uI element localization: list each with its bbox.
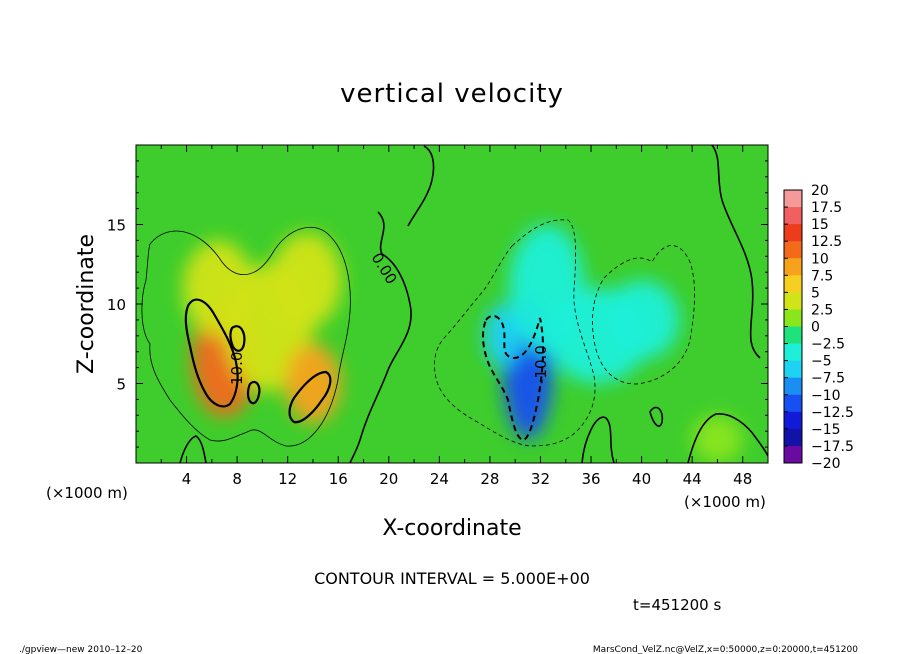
colorbar-cell bbox=[784, 360, 802, 379]
x-tick-label: 24 bbox=[430, 470, 449, 488]
colorbar-cell bbox=[784, 309, 802, 327]
colorbar-label: 0 bbox=[811, 320, 820, 336]
colorbar-cell bbox=[784, 445, 802, 464]
x-tick-label: 44 bbox=[683, 470, 702, 488]
colorbar-label: −2.5 bbox=[811, 337, 845, 353]
x-tick-label: 20 bbox=[379, 470, 398, 488]
colorbar-cell bbox=[784, 326, 802, 345]
colorbar-cell bbox=[784, 258, 802, 276]
colorbar-cell bbox=[784, 224, 802, 242]
positive-10-contour-tiny bbox=[246, 380, 261, 405]
plot-area bbox=[136, 145, 768, 463]
x-units-label: (×1000 m) bbox=[46, 484, 128, 502]
y-tick-label: 15 bbox=[107, 217, 126, 235]
colorbar-label: 10 bbox=[811, 251, 829, 267]
colorbar-label: 2.5 bbox=[811, 302, 833, 318]
colorbar-label: −17.5 bbox=[811, 439, 854, 455]
colorbar-label: −10 bbox=[811, 388, 841, 404]
colorbar-cell bbox=[784, 394, 802, 413]
colorbar-label: −20 bbox=[811, 456, 841, 472]
colorbar-cell bbox=[784, 343, 802, 362]
zero-contour-left bbox=[349, 211, 412, 463]
x-tick-label: 28 bbox=[480, 470, 499, 488]
y-axis: 5 10 15 bbox=[107, 160, 768, 448]
footer-right: MarsCond_VelZ.nc@VelZ,x=0:50000,z=0:2000… bbox=[593, 645, 858, 654]
colorbar-cell bbox=[784, 190, 802, 208]
zero-contour-bottom-left bbox=[179, 435, 207, 463]
contour-interval-text: CONTOUR INTERVAL = 5.000E+00 bbox=[314, 569, 590, 588]
x-tick-label: 36 bbox=[581, 470, 600, 488]
colorbar-label: 20 bbox=[811, 183, 829, 199]
contour-label-positive: 10.0 bbox=[228, 352, 246, 385]
chart-title: vertical velocity bbox=[340, 79, 564, 109]
y-tick-label: 10 bbox=[107, 296, 126, 314]
positive-10-contour-small bbox=[229, 325, 246, 352]
field-blob bbox=[692, 415, 743, 463]
x-tick-label: 8 bbox=[232, 470, 242, 488]
colorbar-label: 12.5 bbox=[811, 234, 842, 250]
colorbar-label: 15 bbox=[811, 217, 829, 233]
x-axis: 4 8 12 16 20 24 28 32 36 40 44 48 bbox=[160, 145, 752, 488]
field-blob bbox=[603, 280, 680, 360]
positive-10-contour-main bbox=[184, 298, 239, 408]
positive-10-contour-right bbox=[288, 370, 332, 424]
colorbar-label: 7.5 bbox=[811, 268, 833, 284]
colorbar-cell bbox=[784, 292, 802, 310]
x-tick-label: 12 bbox=[278, 470, 297, 488]
colorbar-cell bbox=[784, 411, 802, 430]
zero-contour-top bbox=[407, 145, 435, 227]
zero-contour-bump bbox=[581, 416, 615, 463]
x-axis-label: X-coordinate bbox=[382, 516, 521, 541]
colorbar-cell bbox=[784, 241, 802, 259]
negative-5-contour bbox=[434, 219, 596, 447]
colorbar-label: −15 bbox=[811, 422, 841, 438]
colorbar-cell bbox=[784, 377, 802, 396]
contour-label-negative: -10.0 bbox=[532, 345, 550, 384]
zero-contour-small bbox=[649, 406, 664, 427]
colorbar-label: −7.5 bbox=[811, 371, 845, 387]
x-tick-label: 16 bbox=[329, 470, 348, 488]
x-tick-label: 40 bbox=[632, 470, 651, 488]
colorbar-label: 5 bbox=[811, 285, 820, 301]
zero-contour-bottom-right bbox=[687, 413, 768, 463]
field-blob bbox=[182, 240, 254, 336]
colorbar-label: 17.5 bbox=[811, 200, 842, 216]
colorbar-label: −12.5 bbox=[811, 405, 854, 421]
colorbar-cell bbox=[784, 275, 802, 293]
x-tick-label: 32 bbox=[531, 470, 550, 488]
field-shading bbox=[182, 224, 743, 463]
zero-contour-right bbox=[711, 145, 761, 359]
colorbar-label: −5 bbox=[811, 354, 832, 370]
positive-5-contour bbox=[141, 226, 351, 447]
y-tick-label: 5 bbox=[116, 376, 126, 394]
x-tick-label: 4 bbox=[182, 470, 192, 488]
y-axis-label: Z-coordinate bbox=[74, 234, 99, 374]
colorbar-cell bbox=[784, 428, 802, 447]
x-units-label-right: (×1000 m) bbox=[684, 493, 766, 511]
field-blob bbox=[271, 232, 343, 328]
footer-left: ./gpview—new 2010–12–20 bbox=[19, 645, 143, 654]
negative-10-contour bbox=[482, 314, 545, 442]
time-text: t=451200 s bbox=[633, 596, 721, 614]
field-blob bbox=[285, 343, 341, 424]
colorbar-cell bbox=[784, 207, 802, 225]
field-blob bbox=[483, 304, 522, 368]
x-tick-label: 48 bbox=[733, 470, 752, 488]
